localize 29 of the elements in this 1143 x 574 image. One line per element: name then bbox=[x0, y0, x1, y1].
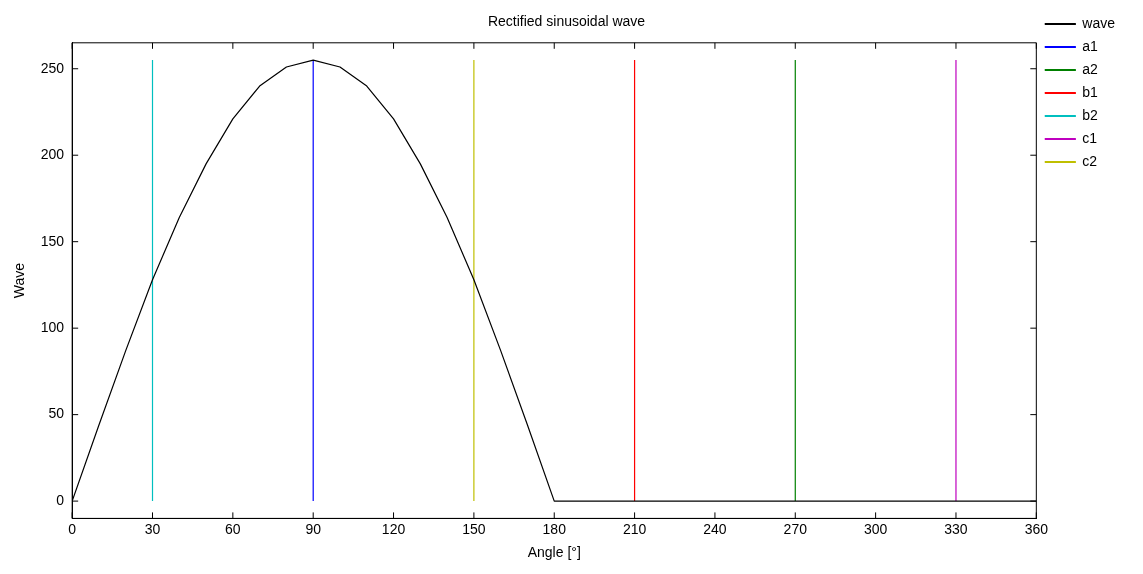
y-tick-label: 200 bbox=[40, 146, 65, 163]
x-tick-label: 330 bbox=[944, 520, 968, 537]
y-tick-label: 100 bbox=[40, 319, 65, 336]
y-tick-label: 250 bbox=[40, 59, 65, 76]
legend-label: wave bbox=[1081, 14, 1116, 31]
x-tick-label: 240 bbox=[703, 520, 727, 537]
x-tick-label: 180 bbox=[542, 520, 567, 537]
legend-label: c2 bbox=[1082, 152, 1098, 169]
y-tick-label: 50 bbox=[48, 405, 65, 422]
legend-label: a2 bbox=[1082, 60, 1099, 77]
x-tick-label: 30 bbox=[144, 520, 161, 537]
y-tick-label: 150 bbox=[40, 232, 65, 249]
x-tick-label: 60 bbox=[225, 520, 241, 537]
y-axis-title: Wave bbox=[11, 262, 28, 299]
legend-label: b2 bbox=[1082, 106, 1099, 123]
legend-label: a1 bbox=[1082, 37, 1099, 54]
x-tick-label: 270 bbox=[783, 520, 808, 537]
legend-label: b1 bbox=[1082, 83, 1099, 100]
y-tick-label: 0 bbox=[56, 491, 65, 508]
x-tick-label: 90 bbox=[305, 520, 322, 537]
chart-title: Rectified sinusoidal wave bbox=[487, 13, 646, 30]
x-tick-label: 360 bbox=[1024, 520, 1049, 537]
x-tick-label: 210 bbox=[622, 520, 647, 537]
x-axis-title: Angle [°] bbox=[527, 544, 581, 561]
x-tick-label: 300 bbox=[863, 520, 888, 537]
legend-label: c1 bbox=[1082, 129, 1098, 146]
x-tick-label: 150 bbox=[462, 520, 486, 537]
x-tick-label: 120 bbox=[381, 520, 406, 537]
x-tick-label: 0 bbox=[68, 520, 77, 537]
